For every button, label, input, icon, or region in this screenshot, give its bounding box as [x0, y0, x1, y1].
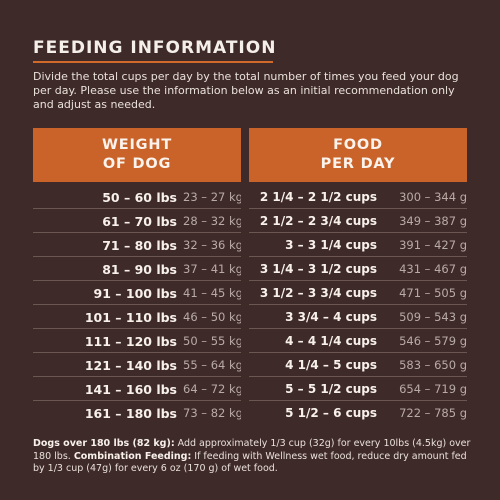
page-title: FEEDING INFORMATION [33, 38, 277, 58]
weight-lbs: 71 – 80 lbs [102, 238, 177, 253]
food-grams: 471 – 505 g [399, 286, 467, 300]
food-grams: 509 – 543 g [399, 310, 467, 324]
table-row: 161 – 180 lbs 73 – 82 kg 5 1/2 – 6 cups 722… [33, 403, 467, 424]
table-row: 91 – 100 lbs 41 – 45 kg 3 1/2 – 3 3/4 cups… [33, 283, 467, 305]
table-row: 141 – 160 lbs 64 – 72 kg 5 – 5 1/2 cups 654… [33, 379, 467, 401]
food-header-line1: FOOD [333, 137, 383, 153]
food-grams: 300 – 344 g [399, 190, 467, 204]
table-row: 71 – 80 lbs 32 – 36 kg 3 – 3 1/4 cups 391 –… [33, 235, 467, 257]
table-row: 111 – 120 lbs 50 – 55 kg 4 – 4 1/4 cups 546… [33, 331, 467, 353]
weight-kg: 46 – 50 kg [183, 310, 243, 324]
weight-kg: 55 – 64 kg [183, 358, 243, 372]
food-grams: 349 – 387 g [399, 214, 467, 228]
weight-header-line2: OF DOG [102, 156, 172, 172]
footnote-combo-label: Combination Feeding: [73, 450, 192, 462]
food-cups: 5 – 5 1/2 cups [285, 382, 377, 396]
weight-lbs: 91 – 100 lbs [93, 286, 177, 301]
food-grams: 546 – 579 g [399, 334, 467, 348]
food-grams: 583 – 650 g [399, 358, 467, 372]
food-cups: 3 – 3 1/4 cups [285, 238, 377, 252]
food-grams: 722 – 785 g [399, 406, 467, 420]
weight-kg: 41 – 45 kg [183, 286, 243, 300]
food-cups: 5 1/2 – 6 cups [285, 406, 377, 420]
table-row: 81 – 90 lbs 37 – 41 kg 3 1/4 – 3 1/2 cups 4… [33, 259, 467, 281]
footnote-combo-text: If feeding with Wellness wet food, reduc… [33, 450, 467, 475]
food-grams: 391 – 427 g [399, 238, 467, 252]
weight-header-line1: WEIGHT [101, 137, 173, 153]
food-cups: 2 1/4 – 2 1/2 cups [259, 190, 377, 204]
table-row: 50 – 60 lbs 23 – 27 kg 2 1/4 – 2 1/2 cups 3… [33, 187, 467, 209]
food-cups: 3 1/2 – 3 3/4 cups [259, 286, 377, 300]
weight-lbs: 50 – 60 lbs [102, 190, 177, 205]
food-header-line2: PER DAY [320, 156, 396, 172]
weight-lbs: 161 – 180 lbs [84, 406, 177, 421]
weight-lbs: 111 – 120 lbs [84, 334, 177, 349]
intro-text: Divide the total cups per day by the tot… [33, 70, 459, 111]
table-row: 121 – 140 lbs 55 – 64 kg 4 1/4 – 5 cups 583… [33, 355, 467, 377]
footnote-over-text: Add approximately 1/3 cup (32g) for ever… [33, 438, 471, 462]
weight-lbs: 121 – 140 lbs [84, 358, 177, 373]
title-underline [33, 61, 273, 63]
weight-kg: 50 – 55 kg [183, 334, 243, 348]
weight-kg: 37 – 41 kg [183, 262, 243, 276]
food-cups: 4 1/4 – 5 cups [285, 358, 377, 372]
food-cups: 4 – 4 1/4 cups [285, 334, 377, 348]
food-grams: 654 – 719 g [399, 382, 467, 396]
food-cups: 3 1/4 – 3 1/2 cups [259, 262, 377, 276]
weight-kg: 32 – 36 kg [183, 238, 243, 252]
footnote-over-label: Dogs over 180 lbs (82 kg): [33, 438, 175, 449]
table-row: 61 – 70 lbs 28 – 32 kg 2 1/2 – 2 3/4 cups 3… [33, 211, 467, 233]
weight-kg: 73 – 82 kg [183, 406, 243, 420]
food-column-header: FOOD PER DAY [249, 128, 467, 182]
weight-lbs: 81 – 90 lbs [102, 262, 177, 277]
weight-lbs: 101 – 110 lbs [84, 310, 177, 325]
food-cups: 2 1/2 – 2 3/4 cups [259, 214, 377, 228]
weight-kg: 23 – 27 kg [183, 190, 243, 204]
weight-lbs: 61 – 70 lbs [102, 214, 177, 229]
weight-kg: 64 – 72 kg [183, 382, 243, 396]
weight-lbs: 141 – 160 lbs [84, 382, 177, 397]
food-cups: 3 3/4 – 4 cups [285, 310, 377, 324]
table-row: 101 – 110 lbs 46 – 50 kg 3 3/4 – 4 cups 509… [33, 307, 467, 329]
footnote: Dogs over 180 lbs (82 kg): Add approxima… [33, 438, 473, 476]
column-divider [241, 187, 249, 423]
food-grams: 431 – 467 g [399, 262, 467, 276]
feeding-table: 50 – 60 lbs 23 – 27 kg 2 1/4 – 2 1/2 cups 3… [33, 187, 467, 426]
weight-column-header: WEIGHT OF DOG [33, 128, 241, 182]
weight-kg: 28 – 32 kg [183, 214, 243, 228]
